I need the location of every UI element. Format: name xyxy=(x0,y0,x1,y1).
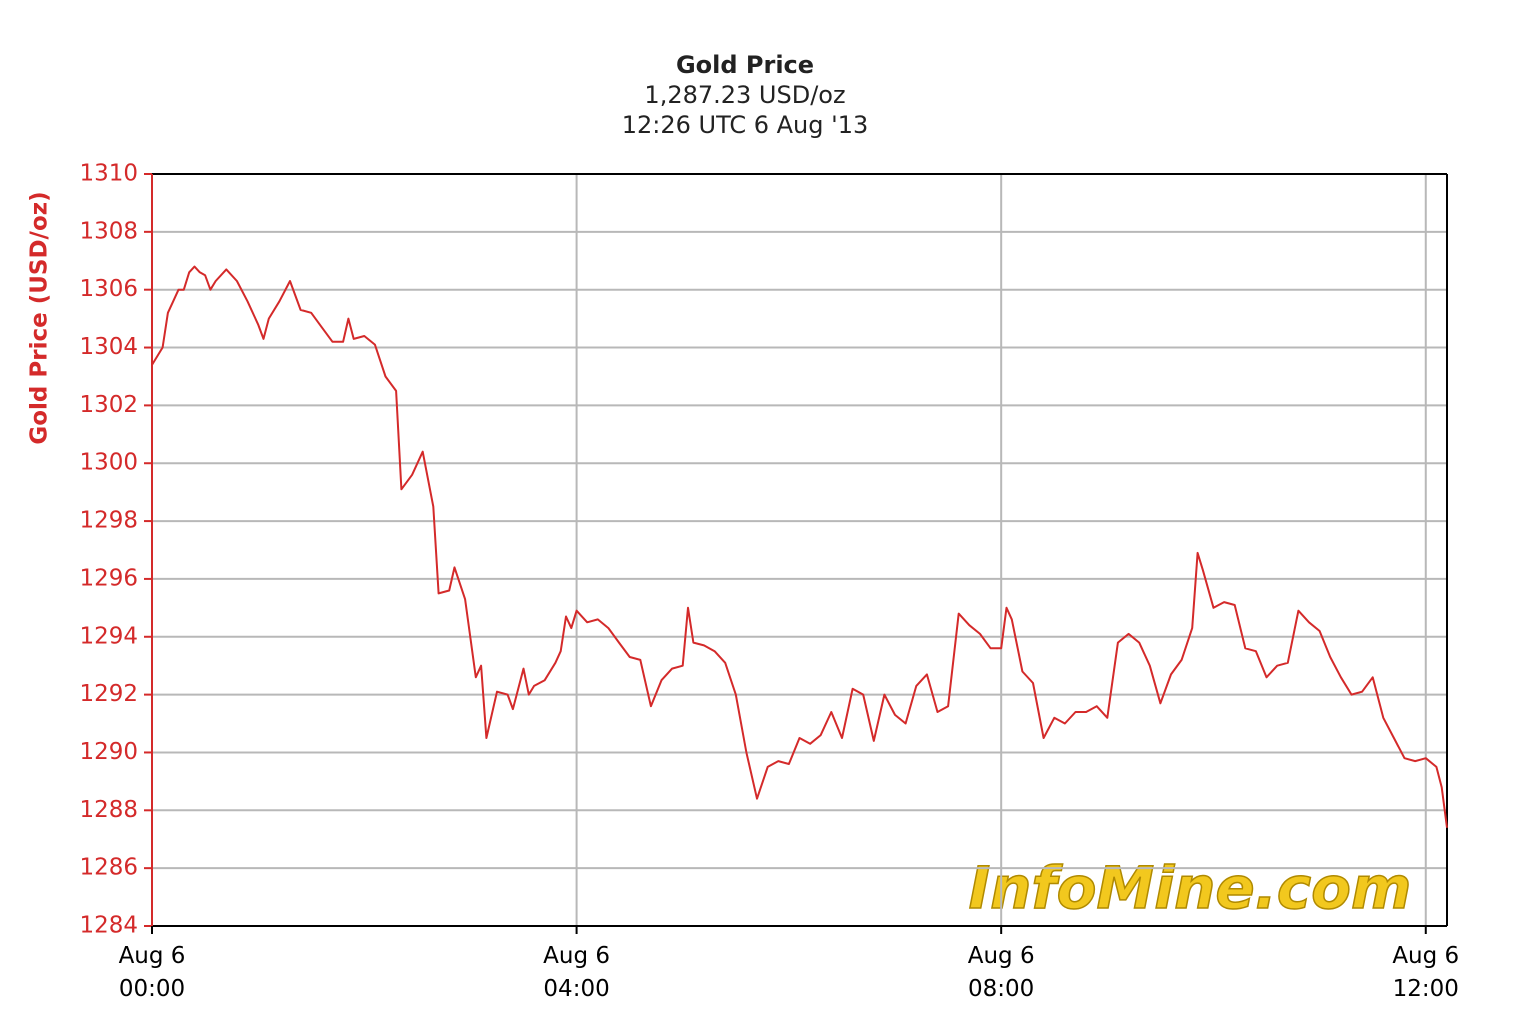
y-tick-label: 1294 xyxy=(79,623,138,649)
y-tick-label: 1284 xyxy=(79,913,138,939)
y-tick-label: 1300 xyxy=(79,450,138,476)
y-axis-label: Gold Price (USD/oz) xyxy=(27,191,53,444)
y-tick-label: 1296 xyxy=(79,565,138,591)
y-tick-label: 1308 xyxy=(79,218,138,244)
y-tick-label: 1286 xyxy=(79,855,138,881)
price-line xyxy=(151,265,1448,828)
y-tick-label: 1302 xyxy=(79,392,138,418)
chart-timestamp: 12:26 UTC 6 Aug '13 xyxy=(622,111,869,139)
x-tick-label: Aug 6 04:00 xyxy=(543,943,610,1002)
watermark: InfoMine.com xyxy=(969,854,1412,922)
y-tick-label: 1290 xyxy=(79,739,138,765)
y-tick-label: 1306 xyxy=(79,276,138,302)
chart-subtitle: 1,287.23 USD/oz xyxy=(644,81,845,109)
chart-title: Gold Price xyxy=(676,51,814,79)
y-tick-label: 1310 xyxy=(79,161,138,187)
x-tick-label: Aug 6 00:00 xyxy=(118,943,186,1002)
y-tick-label: 1298 xyxy=(79,508,138,534)
y-tick-label: 1288 xyxy=(79,797,138,823)
y-tick-label: 1292 xyxy=(79,681,138,707)
x-tick-label: Aug 6 08:00 xyxy=(967,943,1035,1002)
x-tick-label: Aug 6 12:00 xyxy=(1392,943,1460,1002)
y-tick-label: 1304 xyxy=(79,334,138,360)
